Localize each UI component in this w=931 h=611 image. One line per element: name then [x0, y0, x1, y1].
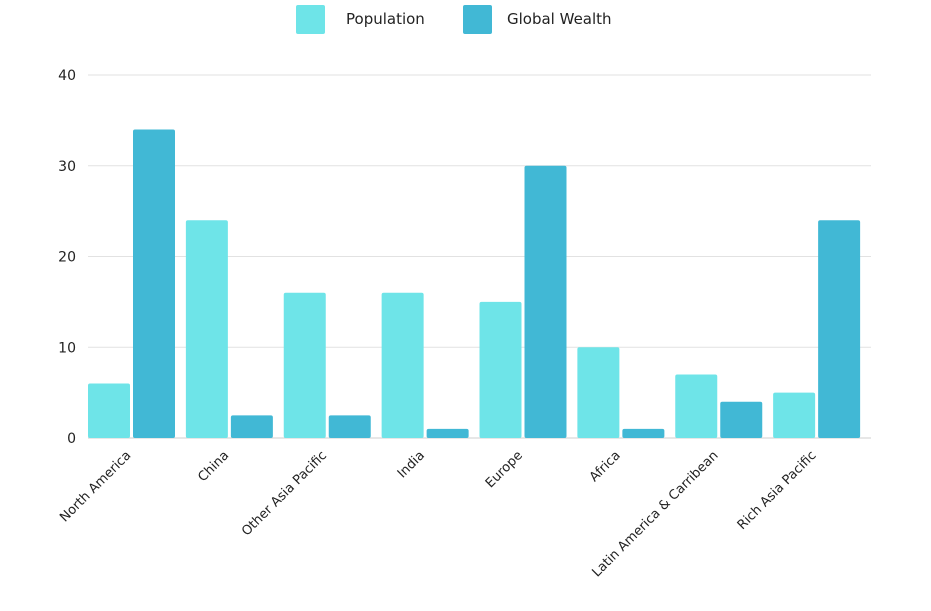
- legend-swatch-population: [296, 5, 325, 34]
- bar-population: [88, 383, 130, 438]
- bar-global-wealth: [328, 415, 371, 438]
- bar-global-wealth: [133, 129, 175, 438]
- bar-population: [381, 292, 424, 438]
- legend-label-population: Population: [346, 10, 425, 28]
- bar-population: [773, 392, 816, 438]
- x-tick-label: China: [195, 448, 232, 485]
- bar-global-wealth: [622, 428, 665, 438]
- x-tick-label: Africa: [587, 448, 624, 485]
- bar-global-wealth: [818, 220, 861, 438]
- bar-population: [479, 301, 522, 438]
- bar-population: [675, 374, 718, 438]
- bar-population: [185, 220, 228, 438]
- bar-global-wealth: [524, 165, 567, 438]
- y-tick-label: 20: [58, 250, 76, 266]
- x-tick-label: India: [395, 448, 428, 481]
- y-tick-label: 0: [67, 431, 76, 447]
- bar-global-wealth: [230, 415, 273, 438]
- x-tick-label: Europe: [483, 448, 526, 491]
- x-tick-label: Rich Asia Pacific: [735, 448, 820, 533]
- legend-swatch-global-wealth: [463, 5, 492, 34]
- y-tick-label: 30: [58, 159, 76, 175]
- legend-label-global-wealth: Global Wealth: [507, 10, 612, 28]
- bar-population: [577, 347, 620, 438]
- x-tick-label: Other Asia Pacific: [239, 448, 330, 539]
- y-axis: 0 10 20 30 40: [58, 68, 76, 447]
- bar-global-wealth: [720, 401, 763, 438]
- y-tick-label: 10: [58, 340, 76, 356]
- x-tick-label: North America: [57, 448, 134, 525]
- y-tick-label: 40: [58, 68, 76, 84]
- bars: [88, 129, 861, 438]
- legend: Population Global Wealth: [296, 5, 612, 34]
- x-axis: North America China Other Asia Pacific Indi…: [57, 448, 819, 580]
- bar-global-wealth: [426, 428, 469, 438]
- bar-population: [283, 292, 326, 438]
